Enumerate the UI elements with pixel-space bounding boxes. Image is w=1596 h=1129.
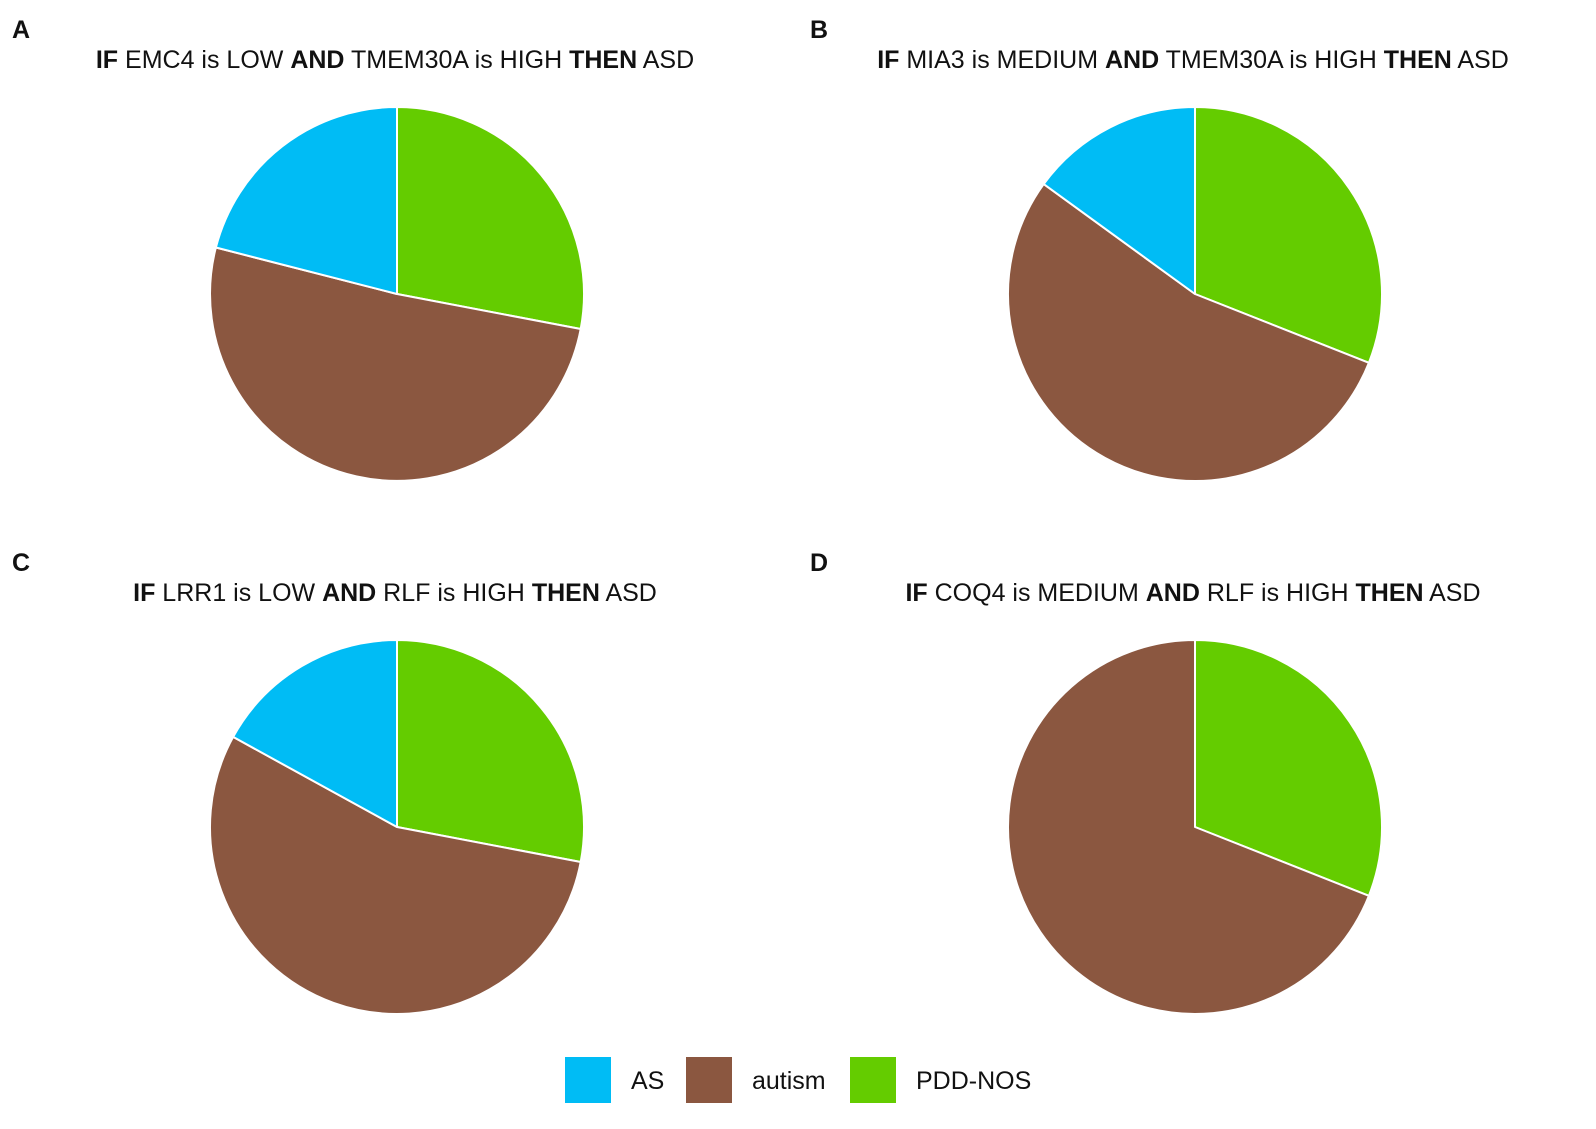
panel-title: IF EMC4 is LOW AND TMEM30A is HIGH THEN … [0, 46, 790, 75]
pie-chart [209, 106, 585, 482]
pie-panel-b: B IF MIA3 is MEDIUM AND TMEM30A is HIGH … [798, 0, 1588, 530]
pie-chart [209, 639, 585, 1015]
pie-slice-pdd-nos [396, 106, 585, 331]
panel-title: IF LRR1 is LOW AND RLF is HIGH THEN ASD [0, 579, 790, 608]
pie-chart [1007, 639, 1383, 1015]
title-segment: AND [1104, 46, 1160, 74]
panel-letter: A [12, 16, 31, 44]
legend: AS autism PDD-NOS [0, 1057, 1596, 1107]
legend-label: autism [752, 1067, 826, 1095]
panel-letter: B [810, 16, 829, 44]
pie-panel-d: D IF COQ4 is MEDIUM AND RLF is HIGH THEN… [798, 533, 1588, 1063]
title-segment: RLF is HIGH [1199, 579, 1356, 607]
title-segment: IF [905, 579, 928, 607]
title-segment: IF [95, 46, 119, 74]
title-segment: ASD [1451, 46, 1509, 74]
pie-slice-autism [209, 735, 582, 1015]
legend-swatch-autism [686, 1057, 732, 1103]
title-segment: THEN [1383, 46, 1452, 74]
legend-label: AS [631, 1067, 665, 1095]
title-segment: ASD [637, 46, 695, 74]
title-segment: AND [322, 579, 377, 607]
panel-letter: D [810, 549, 829, 577]
pie-slice-as [1042, 106, 1196, 295]
title-segment: AND [290, 46, 345, 74]
title-segment: THEN [531, 579, 600, 607]
legend-label: PDD-NOS [916, 1067, 1032, 1095]
title-segment: AND [1145, 579, 1200, 607]
title-segment: COQ4 is MEDIUM [927, 579, 1146, 607]
pie-slice-autism [209, 246, 582, 482]
title-segment: TMEM30A is HIGH [344, 46, 570, 74]
legend-swatch-pdd-nos [850, 1057, 896, 1103]
title-segment: MIA3 is MEDIUM [899, 46, 1105, 74]
pie-slice-pdd-nos [1194, 106, 1383, 364]
title-segment: TMEM30A is HIGH [1159, 46, 1384, 74]
title-segment: IF [133, 579, 156, 607]
pie-slice-autism [1007, 183, 1370, 482]
title-segment: THEN [1355, 579, 1424, 607]
pie-slice-as [232, 639, 398, 828]
pie-slice-as [214, 106, 398, 295]
title-segment: EMC4 is LOW [118, 46, 291, 74]
pie-panel-c: C IF LRR1 is LOW AND RLF is HIGH THEN AS… [0, 533, 790, 1063]
title-segment: IF [877, 46, 900, 74]
title-segment: THEN [569, 46, 638, 74]
panel-title: IF MIA3 is MEDIUM AND TMEM30A is HIGH TH… [798, 46, 1588, 75]
pie-slice-pdd-nos [1194, 639, 1383, 897]
pie-slice-pdd-nos [396, 639, 585, 864]
pie-panel-a: A IF EMC4 is LOW AND TMEM30A is HIGH THE… [0, 0, 790, 530]
legend-swatch-as [565, 1057, 611, 1103]
panel-title: IF COQ4 is MEDIUM AND RLF is HIGH THEN A… [798, 579, 1588, 608]
title-segment: RLF is HIGH [376, 579, 532, 607]
title-segment: ASD [1423, 579, 1481, 607]
title-segment: ASD [599, 579, 657, 607]
panel-letter: C [12, 549, 31, 577]
pie-slice-autism [1007, 639, 1370, 1015]
title-segment: LRR1 is LOW [155, 579, 323, 607]
pie-chart [1007, 106, 1383, 482]
